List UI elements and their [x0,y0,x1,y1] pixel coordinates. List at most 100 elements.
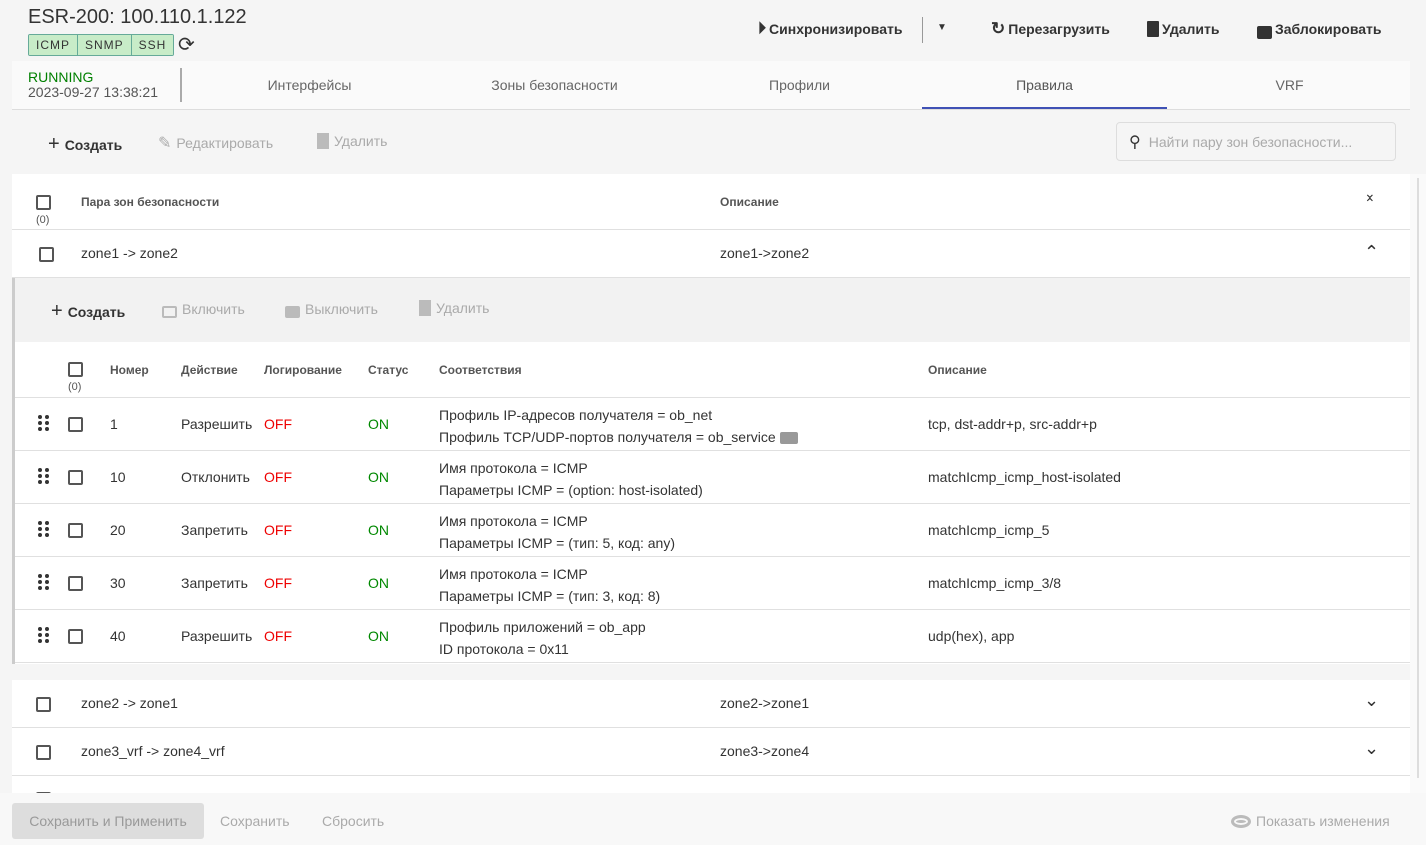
refresh-icon[interactable]: ⟳ [178,34,195,56]
tab-vrf[interactable]: VRF [1275,77,1304,93]
drag-handle-icon[interactable] [38,574,49,590]
disable-rule-button[interactable]: Выключить [285,300,378,318]
pair-description: zone2->zone1 [720,695,810,711]
table-row[interactable]: zone2 -> zone1 zone2->zone1 ⌄ [12,680,1410,728]
chevron-down-icon[interactable]: ⌄ [1364,738,1380,758]
protocol-badges: ICMP SNMP SSH [28,34,175,56]
rule-description: matchIcmp_icmp_5 [928,522,1050,538]
match-line: Профиль TCP/UDP-портов получателя = ob_s… [439,426,798,448]
more-icon[interactable] [779,432,798,445]
running-state: RUNNING [28,69,94,85]
device-status: RUNNING 2023-09-27 13:38:21 [28,70,158,100]
tab-security-zones[interactable]: Зоны безопасности [491,77,618,93]
rule-matches: Имя протокола = ICMP Параметры ICMP = (ти… [439,563,660,607]
row-checkbox[interactable] [36,792,51,793]
rule-matches: Имя протокола = ICMP Параметры ICMP = (ти… [439,510,675,554]
match-line: Параметры ICMP = (тип: 3, код: 8) [439,588,661,604]
column-header-pair[interactable]: Пара зон безопасности [81,195,220,209]
plus-icon: + [48,133,60,155]
trash-icon [1147,21,1159,37]
rule-description: matchIcmp_icmp_3/8 [928,575,1062,591]
column-header-number[interactable]: Номер [110,363,149,377]
rule-checkbox[interactable] [68,629,83,644]
chevron-up-icon[interactable]: ⌃ [1364,242,1380,262]
rule-checkbox[interactable] [68,576,83,591]
delete-pair-button[interactable]: Удалить [317,133,387,149]
save-apply-button[interactable]: Сохранить и Применить [12,803,204,839]
rules-section: + Создать Включить Выключить Удалить (0) … [12,278,1410,664]
rule-number: 1 [110,416,118,432]
rule-description: tcp, dst-addr+p, src-addr+p [928,416,1097,432]
delete-device-button[interactable]: Удалить [1147,18,1219,40]
rule-matches: Профиль приложений = ob_app ID протокола … [439,616,646,660]
collapse-all-icon[interactable]: ⌄ ⌃ [1364,185,1376,211]
chevron-down-icon[interactable]: ⌄ [1364,690,1380,710]
tab-profiles[interactable]: Профили [769,77,830,93]
show-changes-button[interactable]: Показать изменения [1231,813,1390,829]
rule-row[interactable]: 1 Разрешить OFF ON Профиль IP-адресов по… [15,398,1410,451]
rule-row[interactable]: 40 Разрешить OFF ON Профиль приложений =… [15,610,1410,663]
drag-handle-icon[interactable] [38,627,49,643]
column-header-description[interactable]: Описание [928,363,987,377]
rule-matches: Имя протокола = ICMP Параметры ICMP = (op… [439,457,703,501]
rule-action: Отклонить [181,469,250,485]
rule-action: Разрешить [181,628,253,644]
tab-rules[interactable]: Правила [922,61,1167,109]
sync-button[interactable]: ⏵ Синхронизировать [758,20,903,37]
reset-button[interactable]: Сбросить [322,813,385,829]
match-line: Параметры ICMP = (тип: 5, код: any) [439,535,675,551]
zone-pair: zone3_vrf -> zone4_vrf [81,743,225,759]
drag-handle-icon[interactable] [38,468,49,484]
column-header-action[interactable]: Действие [181,363,238,377]
rule-row[interactable]: 30 Запретить OFF ON Имя протокола = ICMP… [15,557,1410,610]
match-line: Имя протокола = ICMP [439,513,588,529]
drag-handle-icon[interactable] [38,415,49,431]
rule-checkbox[interactable] [68,470,83,485]
row-checkbox[interactable] [36,745,51,760]
pair-description: zone1->zone2 [720,245,810,261]
trash-icon [419,300,431,316]
save-button[interactable]: Сохранить [220,813,290,829]
reboot-button[interactable]: ↻ Перезагрузить [991,19,1110,38]
edit-pair-button[interactable]: ✎ Редактировать [158,135,274,152]
rule-description: udp(hex), app [928,628,1015,644]
rule-row[interactable]: 10 Отклонить OFF ON Имя протокола = ICMP… [15,451,1410,504]
scrollbar[interactable] [1410,174,1426,793]
match-line: Имя протокола = ICMP [439,566,588,582]
drag-handle-icon[interactable] [38,521,49,537]
pairs-table-continued: zone2 -> zone1 zone2->zone1 ⌄ zone3_vrf … [12,680,1410,793]
footer-bar: Сохранить и Применить Сохранить Сбросить… [0,793,1426,845]
select-all-rules-checkbox[interactable] [68,362,83,377]
rule-checkbox[interactable] [68,417,83,432]
table-row[interactable]: zone1 -> zone2 zone1->zone2 ⌃ [12,230,1410,278]
rule-number: 20 [110,522,126,538]
pair-description: zone3->zone4 [720,743,810,759]
column-header-status[interactable]: Статус [368,363,409,377]
column-header-description[interactable]: Описание [720,195,779,209]
rule-logging: OFF [264,469,292,485]
match-line: Профиль приложений = ob_app [439,619,646,635]
tab-interfaces[interactable]: Интерфейсы [267,77,352,93]
search-field[interactable]: ⚲ [1116,122,1396,161]
search-input[interactable] [1148,133,1379,150]
select-all-checkbox[interactable] [36,195,51,210]
column-header-logging[interactable]: Логирование [264,363,342,377]
selected-count: (0) [36,214,50,226]
rule-checkbox[interactable] [68,523,83,538]
create-rule-button[interactable]: + Создать [51,300,126,322]
enable-rule-button[interactable]: Включить [162,300,245,318]
rule-action: Разрешить [181,416,253,432]
match-line: ID протокола = 0x11 [439,641,569,657]
table-row[interactable]: zone3_vrf -> zone4_vrf zone3->zone4 ⌄ [12,728,1410,776]
rule-row[interactable]: 20 Запретить OFF ON Имя протокола = ICMP… [15,504,1410,557]
sync-dropdown-icon[interactable]: ▼ [937,22,947,33]
row-checkbox[interactable] [39,247,54,262]
selected-count: (0) [68,381,82,393]
row-checkbox[interactable] [36,697,51,712]
lock-button[interactable]: Заблокировать [1257,18,1382,40]
delete-rule-button[interactable]: Удалить [419,300,489,316]
create-pair-button[interactable]: + Создать [48,133,123,155]
column-header-matches[interactable]: Соответствия [439,363,522,377]
zone-pair: zone2 -> zone1 [81,695,178,711]
zone-pair: zone1 -> zone2 [81,245,178,261]
